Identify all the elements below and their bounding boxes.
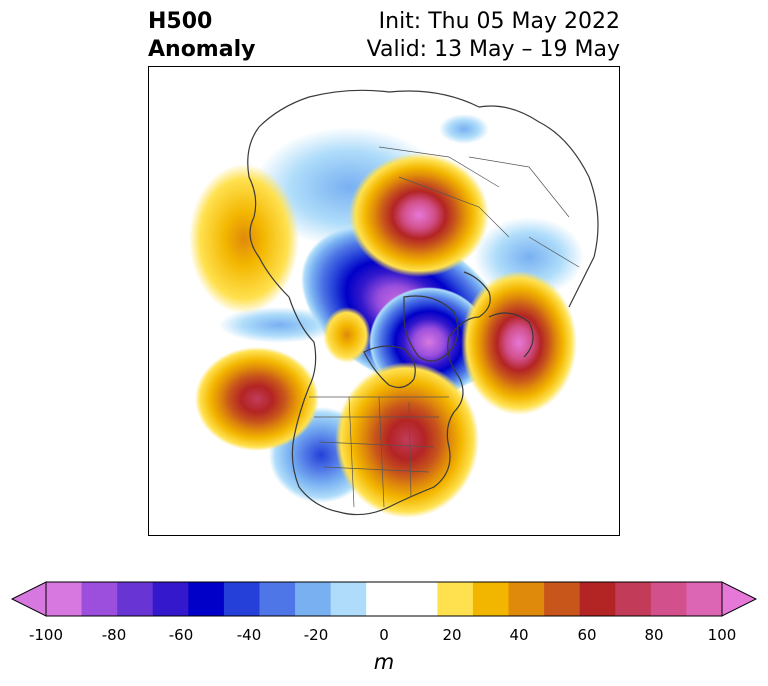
colorbar-segment	[46, 582, 83, 616]
colorbar-outline	[45, 581, 723, 617]
colorbar-segment	[330, 582, 367, 616]
positive-anomaly-siberia	[349, 153, 489, 277]
title-field: Anomaly	[148, 37, 256, 62]
colorbar-extend-min	[10, 581, 47, 617]
coastlines	[247, 89, 599, 516]
positive-anomaly-bering	[323, 307, 371, 363]
colorbar-segment	[686, 582, 723, 616]
colorbar-segment	[437, 582, 474, 616]
negative-anomaly-north-atlantic	[439, 114, 489, 144]
anomaly-map	[148, 66, 620, 536]
colorbar-tick: -40	[236, 626, 262, 644]
colorbar-tick: 40	[509, 626, 529, 644]
colorbar-tick: -100	[28, 626, 64, 644]
map-title: H500 Anomaly	[148, 8, 255, 64]
colorbar-unit-label: m	[373, 650, 395, 674]
colorbar-tick: -20	[303, 626, 329, 644]
colorbar-segment	[366, 582, 403, 616]
political-borders	[309, 146, 580, 508]
colorbar-tick: 100	[707, 626, 737, 644]
title-variable: H500	[148, 9, 213, 34]
colorbar-tick: 0	[379, 626, 389, 644]
positive-anomaly-kamchatka	[189, 164, 299, 314]
colorbar	[10, 581, 758, 617]
colorbar-segment	[117, 582, 154, 616]
colorbar-segment	[615, 582, 652, 616]
colorbar-segment	[259, 582, 296, 616]
colorbar-segment	[152, 582, 189, 616]
colorbar-segment	[508, 582, 545, 616]
colorbar-segment	[81, 582, 118, 616]
colorbar-segment	[472, 582, 510, 616]
colorbar-tick: -80	[101, 626, 127, 644]
colorbar-extend-max	[721, 581, 758, 617]
colorbar-segment	[579, 582, 616, 616]
map-date-info: Init: Thu 05 May 2022 Valid: 13 May – 19…	[367, 8, 620, 64]
valid-period: Valid: 13 May – 19 May	[366, 37, 620, 62]
colorbar-tick: 60	[577, 626, 597, 644]
colorbar-segment	[650, 582, 687, 616]
map-canvas	[189, 89, 599, 518]
negative-anomaly-alaska-band	[219, 307, 339, 343]
colorbar-tick: 80	[644, 626, 664, 644]
init-date: Init: Thu 05 May 2022	[378, 9, 620, 34]
colorbar-segment	[223, 582, 260, 616]
positive-anomaly-greenland-sea	[461, 271, 577, 415]
positive-anomaly-east-pacific	[195, 347, 319, 451]
colorbar-segment	[188, 582, 225, 616]
colorbar-segment	[401, 582, 438, 616]
colorbar-segment	[295, 582, 332, 616]
colorbar-segment	[544, 582, 581, 616]
colorbar-tick: 20	[442, 626, 462, 644]
colorbar-tick: -60	[168, 626, 194, 644]
